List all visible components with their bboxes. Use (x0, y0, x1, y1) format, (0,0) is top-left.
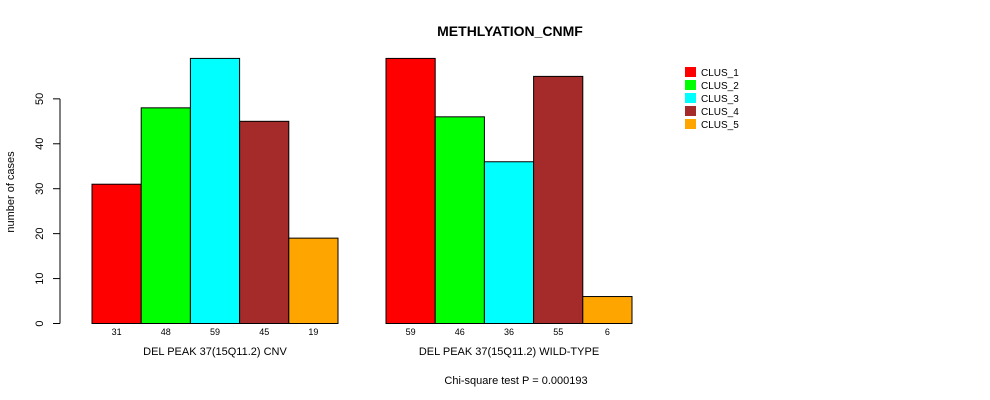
legend-label: CLUS_3 (701, 94, 739, 105)
bar-1-clus-2 (140, 107, 191, 324)
bar-2-clus-3 (483, 161, 535, 324)
bar-value-label: 55 (553, 327, 563, 337)
y-tick-label: 40 (34, 138, 46, 150)
legend-label: CLUS_4 (701, 107, 739, 118)
legend-swatch (685, 119, 696, 129)
bar-value-label: 59 (210, 327, 220, 337)
bar-value-label: 36 (504, 327, 514, 337)
bar-value-label: 6 (605, 327, 610, 337)
bar-value-label: 45 (259, 327, 269, 337)
legend-label: CLUS_1 (701, 68, 739, 79)
legend-swatch (685, 67, 696, 77)
legend-swatch (685, 106, 696, 116)
bar-value-label: 31 (112, 327, 122, 337)
y-tick-label: 50 (34, 93, 46, 105)
bar-1-clus-5 (288, 237, 339, 324)
group-labels: DEL PEAK 37(15Q11.2) CNV DEL PEAK 37(15Q1… (143, 346, 599, 358)
group-label: DEL PEAK 37(15Q11.2) CNV (143, 346, 287, 358)
y-axis-label: number of cases (5, 151, 17, 233)
legend: CLUS_1 CLUS_2 CLUS_3 CLUS_4 CLUS_5 (685, 67, 739, 131)
bar-value-label: 19 (308, 327, 318, 337)
bar-2-clus-4 (533, 75, 584, 325)
y-tick-label: 0 (34, 320, 46, 326)
bar-value-label: 48 (161, 327, 171, 337)
legend-swatch (685, 93, 696, 103)
legend-label: CLUS_2 (701, 81, 739, 92)
y-tick-label: 30 (34, 183, 46, 195)
chart-title: METHLYATION_CNMF (437, 23, 583, 39)
bars (91, 57, 633, 325)
bar-value-label: 59 (406, 327, 416, 337)
y-tick-label: 20 (34, 228, 46, 240)
legend-label: CLUS_5 (701, 120, 739, 131)
bar-1-clus-1 (91, 183, 142, 324)
bar-value-label: 46 (455, 327, 465, 337)
bar-1-clus-3 (189, 57, 241, 325)
bar-2-clus-2 (434, 116, 485, 324)
chi-square-footnote: Chi-square test P = 0.000193 (444, 375, 587, 387)
y-axis: 0 10 20 30 40 50 (34, 93, 61, 327)
bar-1-clus-4 (239, 120, 290, 324)
y-tick-label: 10 (34, 272, 46, 284)
legend-swatch (685, 80, 696, 90)
bar-value-labels: 31 48 59 45 19 59 46 36 55 6 (112, 327, 610, 337)
group-label: DEL PEAK 37(15Q11.2) WILD-TYPE (419, 346, 599, 358)
bar-2-clus-5 (582, 296, 633, 324)
bar-2-clus-1 (385, 57, 436, 325)
